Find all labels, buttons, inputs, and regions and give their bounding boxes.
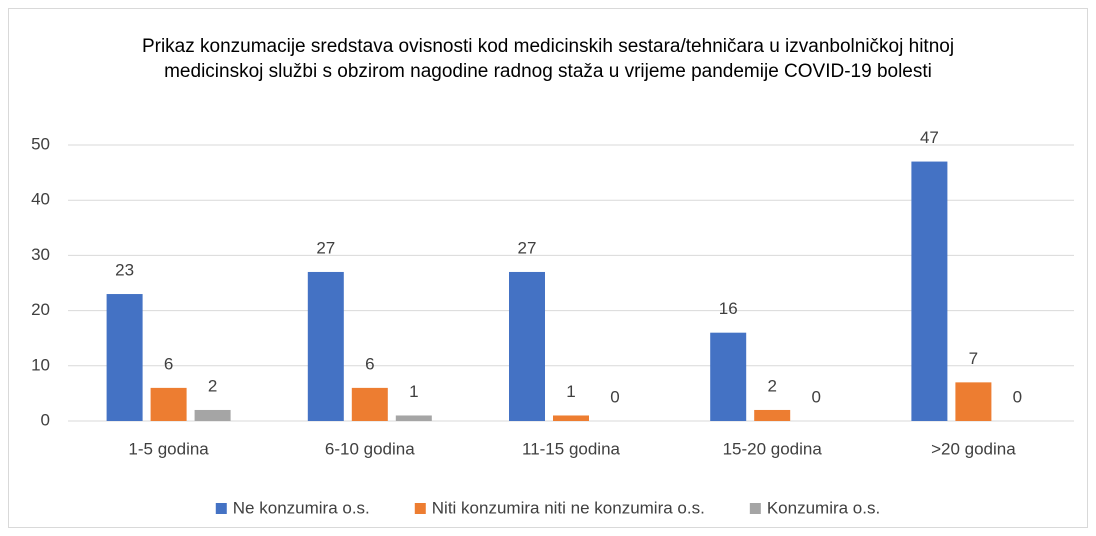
x-tick-label: 1-5 godina [128,439,209,458]
legend-swatch [215,503,227,514]
x-tick-label: 6-10 godina [325,439,415,458]
data-label: 6 [365,354,374,373]
bar [307,271,344,421]
bar [553,415,589,421]
data-label: 23 [115,261,134,280]
data-label: 7 [969,349,978,368]
y-tick-label: 20 [31,300,50,319]
data-label: 0 [1013,387,1022,406]
data-label: 2 [767,376,776,395]
legend-swatch [414,503,426,514]
data-label: 6 [164,354,173,373]
data-label: 0 [610,387,619,406]
y-tick-label: 40 [31,190,50,209]
bar [150,387,187,421]
data-label: 0 [811,387,820,406]
bar [911,161,948,421]
data-label: 16 [719,299,738,318]
bar [754,409,791,421]
y-tick-label: 0 [41,410,50,429]
bar [395,415,432,421]
x-tick-label: 11-15 godina [522,439,621,458]
legend-label: Ne konzumira o.s. [233,498,370,517]
data-label: 47 [920,128,939,147]
data-label: 27 [316,238,335,257]
x-tick-label: >20 godina [931,439,1016,458]
bar [194,409,231,421]
chart-title: Prikaz konzumacije sredstava ovisnosti k… [141,36,955,82]
data-label: 1 [409,382,418,401]
legend-swatch [749,503,761,514]
legend-label: Konzumira o.s. [767,498,880,517]
y-tick-label: 30 [31,245,50,264]
bar [955,382,992,421]
bar [509,271,545,421]
data-label: 1 [566,382,575,401]
chart-border [8,8,1088,528]
legend-label: Niti konzumira niti ne konzumira o.s. [432,498,705,517]
y-tick-label: 50 [31,134,50,153]
bar [106,294,143,421]
data-label: 27 [518,238,537,257]
y-tick-label: 10 [31,355,50,374]
data-label: 2 [208,376,217,395]
bar [710,332,747,421]
x-tick-label: 15-20 godina [723,439,823,458]
bar [351,387,388,421]
